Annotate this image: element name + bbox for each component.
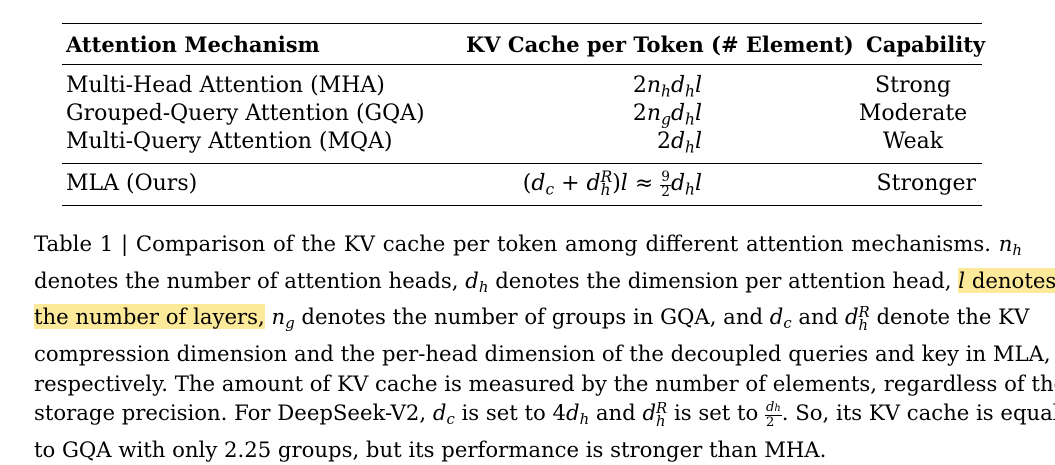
caption-line: denotes the number of attention heads, d… [34, 267, 1055, 296]
row-capability: Stronger [876, 171, 976, 196]
header-capability: Capability [866, 32, 986, 57]
caption-line: Table 1 | Comparison of the KV cache per… [34, 231, 1022, 260]
caption-line: the number of layers, ng denotes the num… [34, 304, 1030, 334]
caption-line: compression dimension and the per-head d… [34, 341, 1051, 367]
row-capability: Weak [882, 129, 944, 154]
header-kv-cache: KV Cache per Token (# Element) [466, 32, 854, 57]
caption-text: denotes the dimension per attention head… [495, 267, 952, 293]
caption-text: denotes the number of attention heads, [34, 267, 459, 293]
paper-table-page: Attention Mechanism KV Cache per Token (… [34, 23, 1055, 462]
caption-line: respectively. The amount of KV cache is … [34, 370, 1055, 396]
caption-line: storage precision. For DeepSeek-V2, dc i… [34, 399, 1055, 431]
row-kv-cache-formula: 2nhdhl [632, 73, 702, 101]
row-mechanism: Multi-Head Attention (MHA) [66, 73, 385, 98]
row-kv-cache-formula: 2ngdhl [632, 101, 702, 129]
caption-label: Table 1 | Comparison of the KV cache per… [34, 231, 992, 256]
table-bottom-rule [62, 205, 982, 206]
row-capability: Strong [875, 73, 951, 98]
row-kv-cache-formula: 2dhl [656, 129, 702, 157]
table-top-rule [62, 23, 982, 24]
table-header-rule [62, 64, 982, 65]
table-caption: Table 1 | Comparison of the KV cache per… [34, 229, 1055, 465]
caption-highlight: the number of layers, [34, 304, 265, 330]
row-capability: Moderate [858, 101, 968, 126]
row-mechanism: Grouped-Query Attention (GQA) [66, 101, 425, 126]
header-attention-mechanism: Attention Mechanism [66, 32, 320, 57]
caption-highlight: l denotes [958, 267, 1055, 293]
row-mechanism: MLA (Ours) [66, 171, 198, 196]
table-mid-rule [62, 163, 982, 164]
row-mechanism: Multi-Query Attention (MQA) [66, 129, 393, 154]
caption-line: to GQA with only 2.25 groups, but its pe… [34, 437, 827, 463]
